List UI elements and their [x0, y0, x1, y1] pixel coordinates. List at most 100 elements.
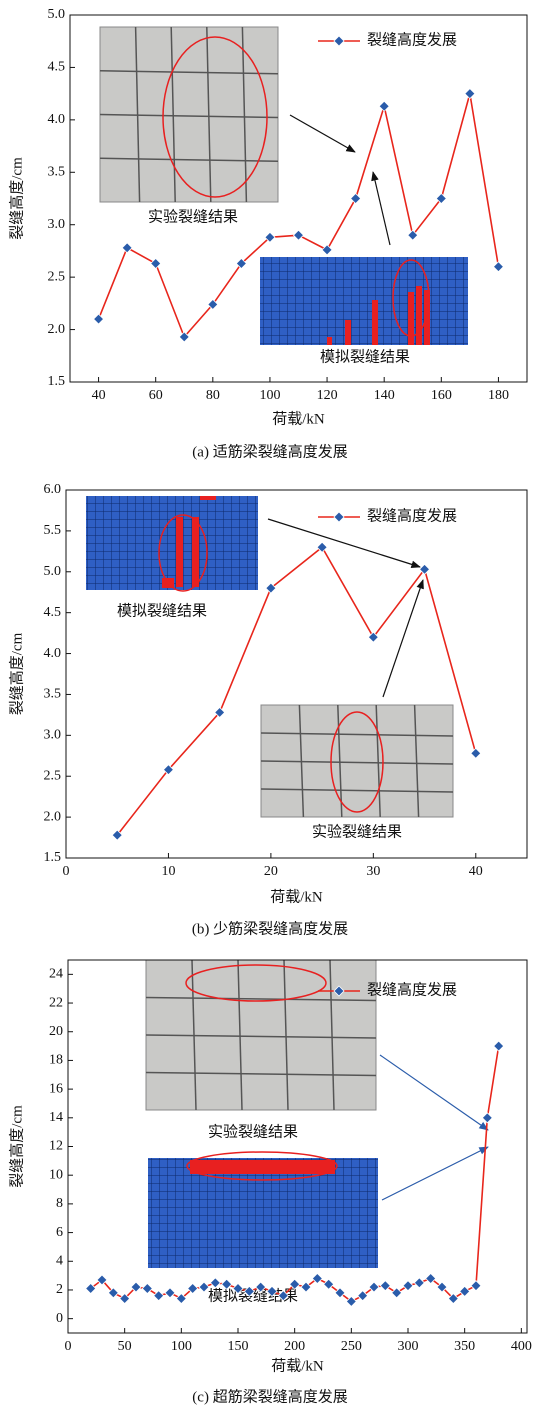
y-tick-label: 12 [49, 1139, 63, 1154]
marker [92, 313, 105, 325]
crack-cells [345, 320, 351, 345]
photo-grid [145, 1034, 377, 1039]
marker [111, 829, 123, 841]
x-tick-label: 250 [341, 1339, 362, 1354]
marker [141, 1282, 153, 1295]
photo-grid [99, 157, 279, 162]
legend-label: 裂缝高度发展 [367, 981, 457, 998]
y-tick-label: 0 [56, 1311, 63, 1326]
x-tick-label: 100 [171, 1339, 192, 1354]
legend-label: 裂缝高度发展 [367, 31, 457, 48]
marker [265, 582, 277, 594]
photo-grid [241, 26, 248, 203]
simulation-inset [260, 257, 468, 345]
legend-marker [333, 985, 345, 997]
marker [323, 1278, 335, 1290]
y-tick-label: 2.5 [48, 269, 66, 284]
marker [435, 192, 447, 205]
photo-grid [413, 704, 420, 818]
marker [277, 1290, 289, 1302]
marker [418, 563, 431, 575]
marker [232, 1282, 244, 1295]
y-tick-label: 2 [56, 1282, 63, 1297]
marker [266, 1285, 278, 1297]
marker [235, 257, 247, 270]
x-tick-label: 300 [398, 1339, 419, 1354]
y-tick-label: 4.0 [48, 112, 66, 127]
x-tick-label: 50 [118, 1339, 132, 1354]
highlight-ellipse [185, 964, 327, 1002]
marker [379, 1280, 391, 1292]
crack-cells [190, 1160, 335, 1174]
highlight-ellipse [162, 36, 268, 198]
series-line [116, 546, 477, 836]
marker [85, 1282, 97, 1295]
photo-grid [170, 26, 176, 203]
marker [378, 100, 390, 112]
marker [334, 1287, 346, 1299]
highlight-ellipse [186, 1151, 338, 1181]
x-tick-label: 400 [511, 1339, 532, 1354]
photo-grid [260, 760, 454, 765]
highlight-ellipse [158, 514, 208, 592]
photo-grid [260, 732, 454, 737]
y-tick-label: 20 [49, 1024, 63, 1039]
marker [345, 1295, 357, 1308]
marker [209, 1277, 221, 1289]
y-axis-label: 裂缝高度/cm [8, 1105, 25, 1188]
simulation-inset [86, 496, 258, 590]
y-tick-label: 5.0 [48, 7, 66, 22]
x-tick-label: 150 [228, 1339, 249, 1354]
marker [264, 231, 276, 243]
caption: (b) 少筋梁裂缝高度发展 [192, 920, 348, 937]
marker [175, 1293, 187, 1305]
y-tick-label: 4 [56, 1253, 63, 1268]
y-tick-label: 10 [49, 1167, 63, 1182]
y-tick-label: 8 [56, 1196, 63, 1211]
legend-marker [333, 35, 345, 47]
photo-grid [99, 70, 279, 75]
y-tick-label: 1.5 [44, 850, 62, 865]
marker [402, 1280, 414, 1292]
x-axis-label: 荷载/kN [270, 888, 323, 905]
photo-grid [329, 959, 335, 1111]
marker [121, 242, 133, 254]
crack-cells [192, 517, 199, 587]
marker [300, 1281, 312, 1293]
photo-grid [237, 959, 243, 1111]
y-tick-label: 22 [49, 995, 63, 1010]
x-axis-label: 荷载/kN [271, 1357, 324, 1374]
marker [470, 747, 482, 759]
marker [464, 88, 476, 100]
y-tick-label: 14 [49, 1110, 63, 1125]
marker [413, 1277, 425, 1289]
marker [96, 1274, 108, 1286]
crack-cells [408, 292, 414, 345]
marker [153, 1290, 165, 1302]
y-axis-label: 裂缝高度/cm [8, 157, 25, 240]
photo-grid [260, 788, 454, 793]
caption: (c) 超筋梁裂缝高度发展 [192, 1388, 347, 1405]
marker [407, 229, 419, 241]
y-tick-label: 5.0 [44, 564, 62, 579]
x-tick-label: 20 [264, 864, 278, 879]
photo-grid [145, 996, 377, 1002]
x-tick-label: 0 [65, 1339, 72, 1354]
marker [198, 1281, 210, 1293]
y-axis-label: 裂缝高度/cm [8, 632, 25, 715]
x-tick-label: 140 [374, 388, 395, 403]
arrow [379, 1054, 489, 1131]
photo-grid [99, 113, 279, 119]
y-tick-label: 3.0 [48, 217, 66, 232]
photo-grid [145, 1071, 377, 1077]
crack-cells [416, 286, 422, 345]
marker [481, 1112, 493, 1124]
crack-cells [200, 496, 216, 500]
marker [255, 1281, 267, 1293]
photo-grid [337, 704, 343, 818]
marker [178, 331, 190, 343]
